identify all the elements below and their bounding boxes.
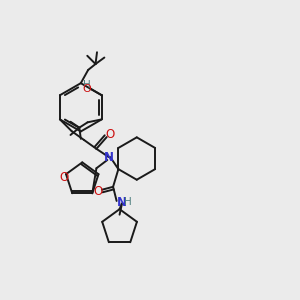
Text: O: O [106,128,115,141]
Text: N: N [104,151,114,164]
Text: H: H [83,80,91,90]
Text: O: O [93,185,102,198]
Text: H: H [124,197,132,207]
Text: O: O [82,84,91,94]
Text: N: N [117,196,127,208]
Text: O: O [59,171,68,184]
